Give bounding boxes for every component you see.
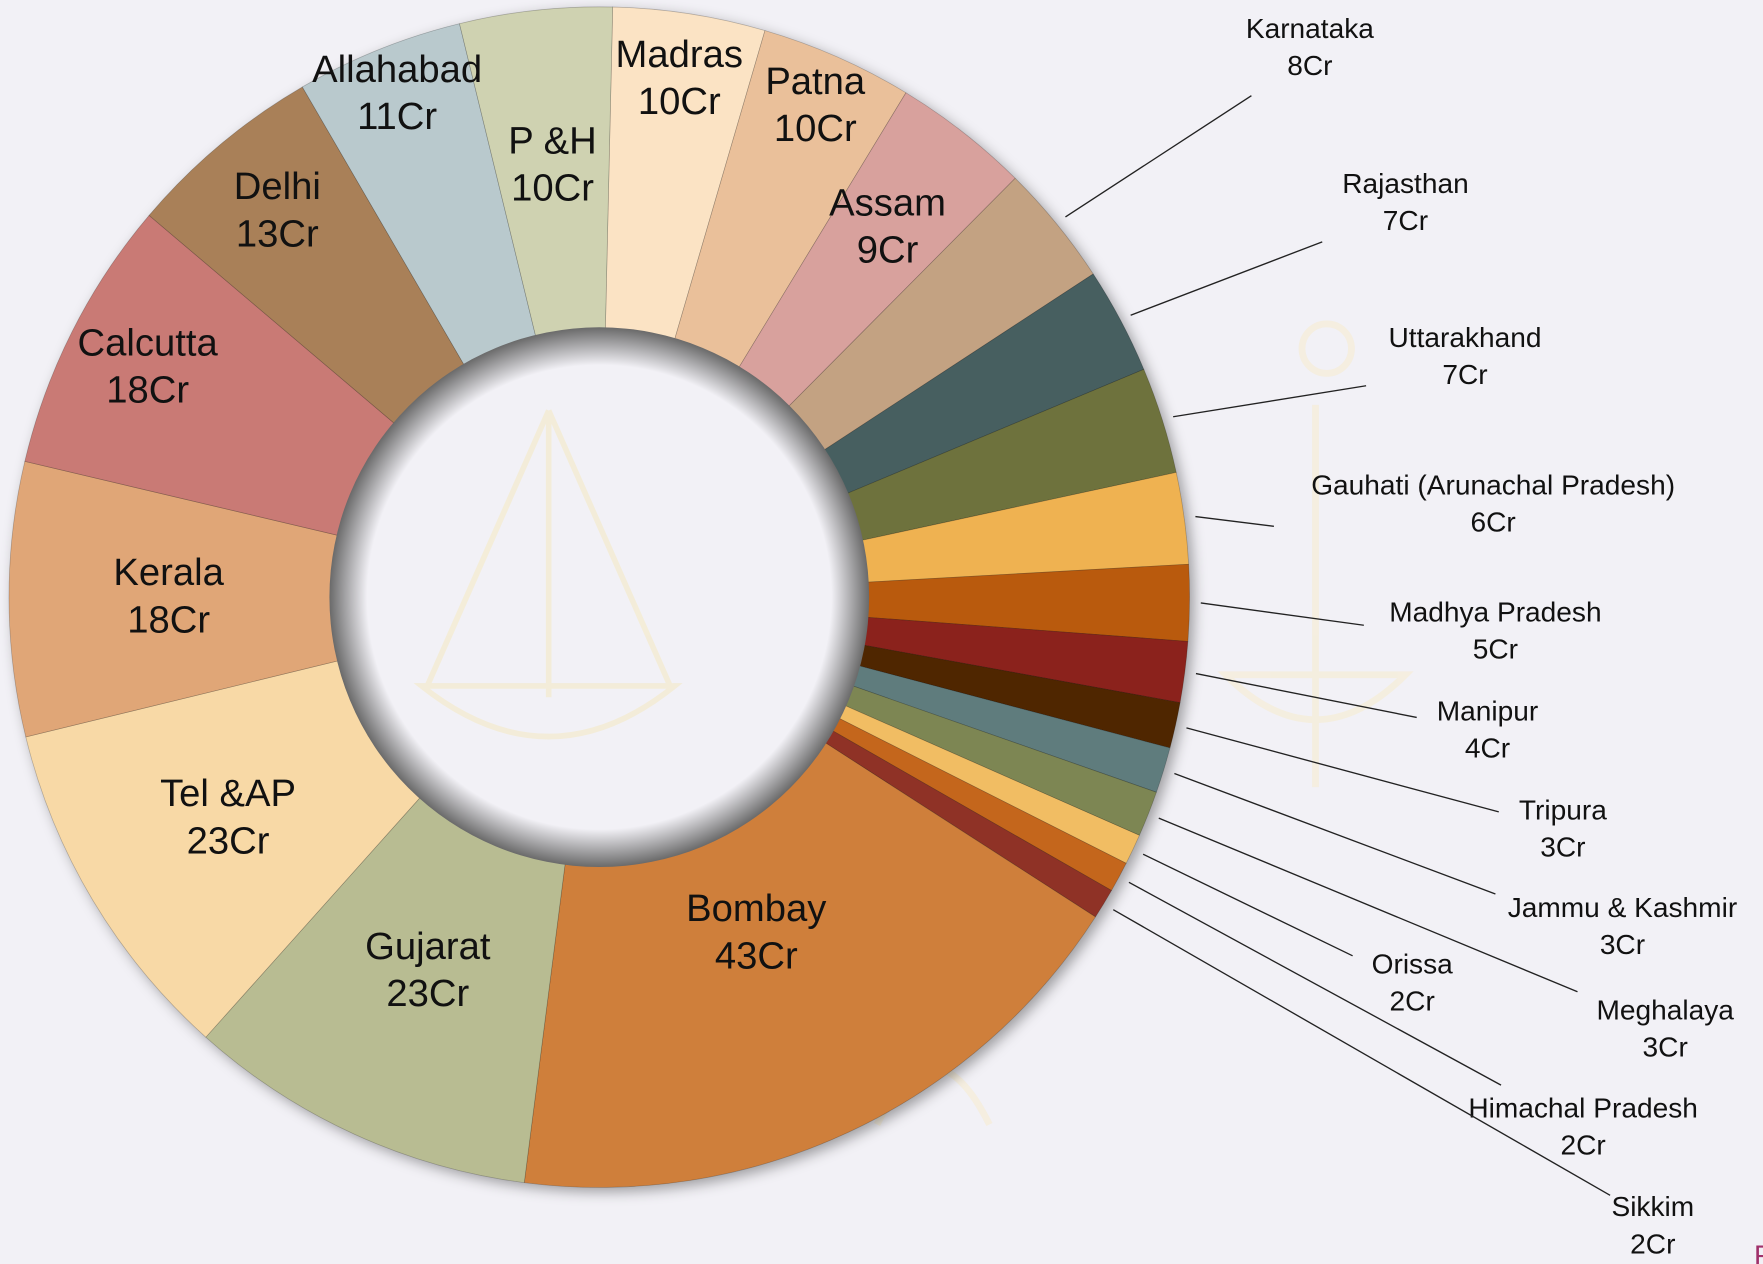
slice-label: Manipur [1437,695,1539,726]
slice-value: 8Cr [1287,50,1332,81]
slice-value: 23Cr [386,972,469,1015]
slice-label: Calcutta [78,321,219,364]
slice-label: Jammu & Kashmir [1508,892,1737,923]
slice-label: Himachal Pradesh [1468,1092,1698,1123]
slice-value: 6Cr [1471,506,1516,537]
slice-value: 7Cr [1383,205,1428,236]
slice-label: Uttarakhand [1389,322,1542,353]
slice-value: 18Cr [127,598,210,641]
slice-label: Gauhati (Arunachal Pradesh) [1311,469,1675,500]
slice-label: Bombay [686,887,827,930]
slice-label: Meghalaya [1596,994,1734,1025]
slice-value: 5Cr [1473,634,1518,665]
slice-value: 3Cr [1600,929,1645,960]
slice-value: 13Cr [236,212,319,255]
slice-label: Delhi [234,165,321,208]
slice-label: Gujarat [365,925,491,968]
leader-line [1195,672,1417,719]
slice-value: 2Cr [1630,1228,1675,1259]
slice-value: 10Cr [774,107,857,150]
slice-value: 2Cr [1560,1129,1605,1160]
slice-value: 10Cr [511,167,594,210]
leader-line [1195,515,1274,527]
donut [8,6,1190,1188]
leader-line [1130,241,1323,316]
slice-label: Assam [829,181,946,224]
slice-value: 11Cr [357,95,437,138]
leader-line [1186,727,1499,813]
slice-value: 9Cr [857,229,919,272]
slice-value: 3Cr [1643,1032,1688,1063]
slice-value: 3Cr [1540,831,1585,862]
leader-line [1142,853,1353,957]
slice-label: Tripura [1519,794,1607,825]
slice-label: Patna [765,60,866,103]
slice-label: Madhya Pradesh [1389,596,1601,627]
slice-label: Karnataka [1246,13,1374,44]
slice-label: Kerala [113,551,224,594]
slice-label: Madras [616,33,743,76]
slice-value: 23Cr [187,819,270,862]
slice-value: 4Cr [1465,732,1510,763]
slice-value: 10Cr [638,80,721,123]
slice-value: 7Cr [1442,359,1487,390]
slice-value: 43Cr [715,934,798,977]
slice-label: Tel &AP [160,772,296,815]
slice-value: 18Cr [106,369,189,412]
leader-line [1128,881,1502,1086]
leader-line [1065,95,1252,218]
slice-label: P &H [508,119,597,162]
slice-label: Allahabad [312,48,482,91]
slice-label: Rajasthan [1342,168,1469,199]
slice-label: Orissa [1372,948,1454,979]
slice-value: 2Cr [1390,985,1435,1016]
hole-watermark [413,409,683,740]
slice-label: Sikkim [1611,1191,1694,1222]
page-number: Page 22 [1754,1240,1763,1264]
leader-line [1200,602,1364,626]
donut-hole [329,327,870,867]
leader-line [1158,817,1578,993]
leader-line [1174,772,1496,895]
leader-line [1173,385,1367,418]
leader-line [1112,909,1611,1196]
